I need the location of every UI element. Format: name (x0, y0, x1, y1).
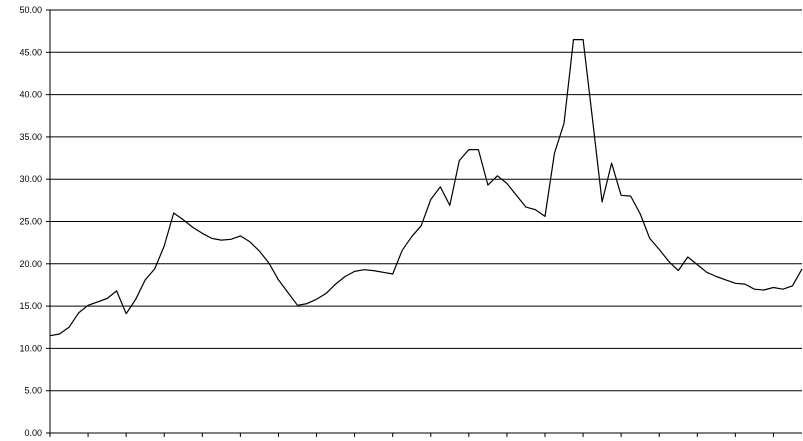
y-tick-label: 15.00 (19, 301, 42, 311)
y-tick-label: 30.00 (19, 174, 42, 184)
gridlines (50, 9, 802, 392)
axes (46, 9, 802, 437)
y-tick-label: 5.00 (24, 386, 42, 396)
y-tick-labels: 0.00 5.00 10.00 15.00 20.00 25.00 30.00 35.00 40… (19, 5, 42, 438)
y-tick-label: 50.00 (19, 5, 42, 15)
y-tick-label: 45.00 (19, 47, 42, 57)
y-tick-label: 10.00 (19, 343, 42, 353)
series-line (49, 38, 803, 337)
y-tick-label: 0.00 (24, 428, 42, 438)
y-tick-label: 35.00 (19, 132, 42, 142)
y-tick-label: 40.00 (19, 90, 42, 100)
y-tick-label: 20.00 (19, 259, 42, 269)
y-tick-label: 25.00 (19, 217, 42, 227)
series-layer (49, 38, 803, 337)
